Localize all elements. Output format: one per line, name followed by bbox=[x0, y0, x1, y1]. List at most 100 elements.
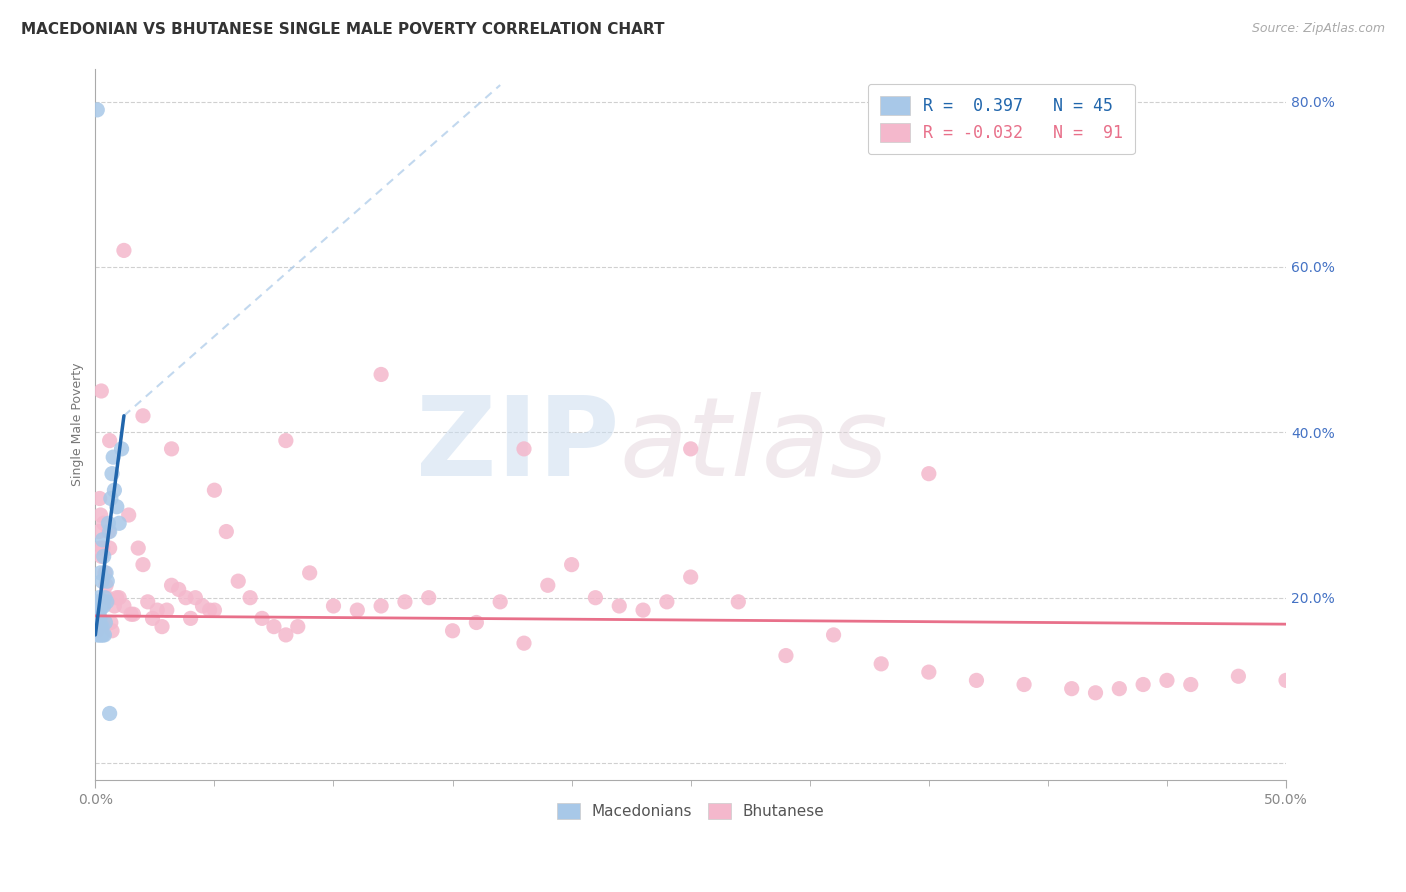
Point bbox=[180, 611, 202, 625]
Point bbox=[96, 591, 118, 605]
Point bbox=[98, 434, 121, 448]
Point bbox=[118, 508, 141, 522]
Point bbox=[100, 615, 122, 630]
Point bbox=[89, 611, 111, 625]
Point bbox=[98, 706, 121, 721]
Point bbox=[174, 591, 197, 605]
Point bbox=[184, 591, 207, 605]
Point bbox=[215, 524, 238, 539]
Point bbox=[105, 591, 128, 605]
Point bbox=[823, 628, 845, 642]
Point bbox=[204, 483, 226, 498]
Point bbox=[160, 442, 183, 456]
Point bbox=[90, 620, 112, 634]
Point bbox=[141, 611, 163, 625]
Point bbox=[870, 657, 893, 671]
Point bbox=[101, 624, 124, 638]
Point bbox=[167, 582, 190, 597]
Point bbox=[679, 570, 702, 584]
Point bbox=[110, 442, 132, 456]
Point bbox=[90, 566, 112, 580]
Point bbox=[1132, 677, 1154, 691]
Point bbox=[263, 620, 285, 634]
Point bbox=[120, 607, 142, 622]
Point bbox=[91, 541, 114, 555]
Point bbox=[441, 624, 464, 638]
Point bbox=[103, 450, 125, 464]
Point bbox=[1108, 681, 1130, 696]
Point bbox=[89, 603, 111, 617]
Point bbox=[1275, 673, 1298, 688]
Point bbox=[87, 628, 110, 642]
Point bbox=[87, 624, 110, 638]
Point bbox=[91, 533, 114, 547]
Point bbox=[132, 558, 155, 572]
Point bbox=[465, 615, 488, 630]
Point bbox=[965, 673, 987, 688]
Point bbox=[146, 603, 169, 617]
Text: atlas: atlas bbox=[619, 392, 887, 499]
Point bbox=[298, 566, 321, 580]
Point bbox=[394, 595, 416, 609]
Point bbox=[418, 591, 440, 605]
Point bbox=[250, 611, 273, 625]
Point bbox=[1060, 681, 1083, 696]
Point bbox=[90, 628, 112, 642]
Point bbox=[287, 620, 309, 634]
Point bbox=[93, 516, 115, 531]
Point bbox=[96, 595, 118, 609]
Point bbox=[87, 611, 110, 625]
Point bbox=[91, 620, 114, 634]
Point bbox=[93, 628, 115, 642]
Point bbox=[727, 595, 749, 609]
Point bbox=[108, 516, 131, 531]
Point bbox=[1180, 677, 1202, 691]
Point bbox=[87, 624, 110, 638]
Text: MACEDONIAN VS BHUTANESE SINGLE MALE POVERTY CORRELATION CHART: MACEDONIAN VS BHUTANESE SINGLE MALE POVE… bbox=[21, 22, 665, 37]
Point bbox=[679, 442, 702, 456]
Point bbox=[191, 599, 214, 613]
Point bbox=[94, 566, 117, 580]
Point bbox=[918, 665, 941, 679]
Point bbox=[98, 541, 121, 555]
Point bbox=[513, 442, 536, 456]
Point bbox=[370, 599, 392, 613]
Point bbox=[90, 628, 112, 642]
Point bbox=[89, 491, 111, 506]
Point bbox=[537, 578, 560, 592]
Point bbox=[274, 628, 297, 642]
Point bbox=[1227, 669, 1250, 683]
Point bbox=[132, 409, 155, 423]
Point bbox=[226, 574, 249, 589]
Point bbox=[89, 541, 111, 555]
Point bbox=[93, 599, 115, 613]
Point bbox=[489, 595, 512, 609]
Point bbox=[322, 599, 344, 613]
Point bbox=[94, 566, 117, 580]
Point bbox=[918, 467, 941, 481]
Point bbox=[98, 524, 121, 539]
Point bbox=[94, 591, 117, 605]
Point bbox=[89, 620, 111, 634]
Point bbox=[561, 558, 583, 572]
Point bbox=[91, 615, 114, 630]
Point bbox=[198, 603, 221, 617]
Point bbox=[87, 607, 110, 622]
Y-axis label: Single Male Poverty: Single Male Poverty bbox=[72, 362, 84, 486]
Point bbox=[87, 599, 110, 613]
Text: Source: ZipAtlas.com: Source: ZipAtlas.com bbox=[1251, 22, 1385, 36]
Point bbox=[89, 611, 111, 625]
Point bbox=[91, 628, 114, 642]
Point bbox=[239, 591, 262, 605]
Point bbox=[90, 599, 112, 613]
Point bbox=[87, 607, 110, 622]
Point bbox=[86, 624, 108, 638]
Point bbox=[1084, 686, 1107, 700]
Point bbox=[112, 599, 135, 613]
Point bbox=[86, 103, 108, 117]
Point bbox=[775, 648, 797, 663]
Point bbox=[122, 607, 145, 622]
Point bbox=[87, 615, 110, 630]
Text: ZIP: ZIP bbox=[416, 392, 619, 499]
Point bbox=[87, 595, 110, 609]
